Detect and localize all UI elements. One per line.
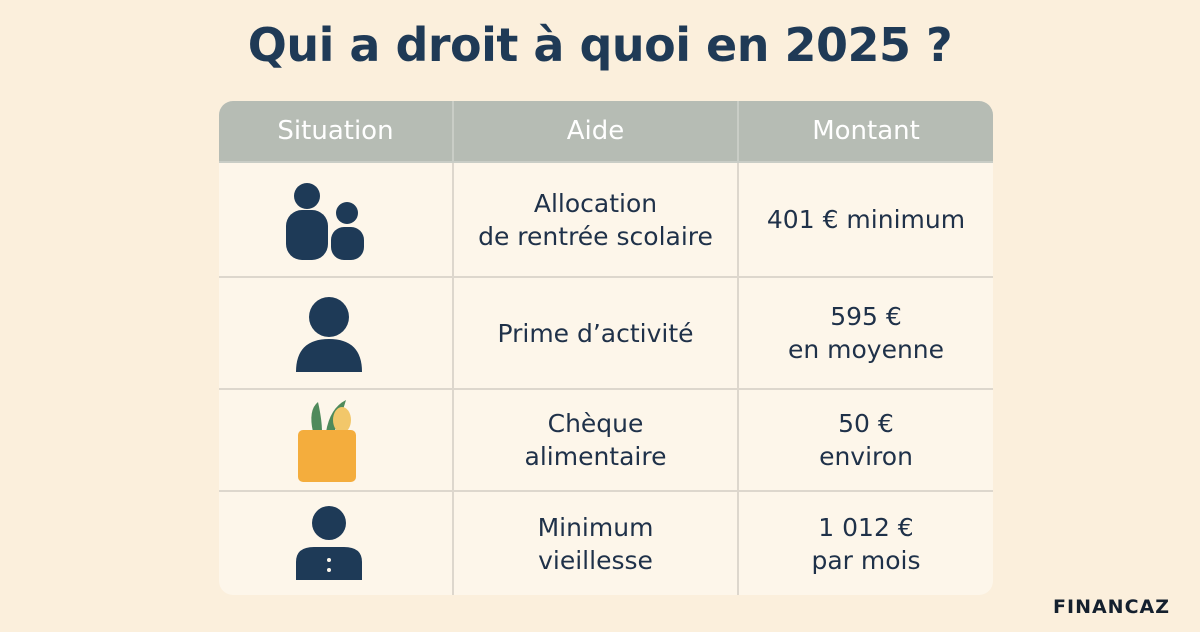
aide-text: Minimum: [537, 512, 654, 542]
aide-text: de rentrée scolaire: [478, 221, 713, 251]
grocery-icon: [298, 400, 356, 482]
montant-cell: 595 € en moyenne: [739, 278, 993, 390]
family-icon: [286, 183, 364, 260]
montant-text: 595 €: [830, 302, 902, 331]
aide-cell: Prime d’activité: [454, 278, 739, 390]
montant-text: 50 €: [838, 409, 894, 438]
header-cell: Montant: [739, 101, 993, 163]
icon-cell: [219, 278, 454, 390]
montant-text: environ: [819, 442, 913, 471]
montant-text: par mois: [811, 545, 921, 575]
aide-text: alimentaire: [524, 442, 667, 471]
montant-cell: 401 € minimum: [739, 163, 993, 278]
aide-text: Prime d’activité: [497, 318, 694, 348]
montant-text: 401 € minimum: [766, 205, 966, 234]
person-icon: [296, 297, 362, 372]
montant-cell: 1 012 € par mois: [739, 492, 993, 595]
aide-cell: Chèque alimentaire: [454, 390, 739, 492]
montant-text: en moyenne: [787, 335, 945, 364]
icon-cell: [219, 163, 454, 278]
montant-text: 1 012 €: [818, 512, 914, 542]
header-cell: Aide: [454, 101, 739, 163]
aide-text: Chèque: [547, 409, 644, 438]
elderly-icon: [296, 506, 362, 580]
montant-cell: 50 € environ: [739, 390, 993, 492]
aide-text: Allocation: [533, 188, 658, 218]
table: Situation Aide Montant Allocation de ren…: [219, 101, 993, 595]
header-cell: Situation: [219, 101, 454, 163]
title: Qui a droit à quoi en 2025 ?: [247, 18, 953, 72]
icon-cell: [219, 492, 454, 595]
aide-text: vieillesse: [538, 545, 653, 575]
brand-logo: FINANCAZ: [1053, 596, 1170, 618]
aide-cell: Allocation de rentrée scolaire: [454, 163, 739, 278]
icon-cell: [219, 390, 454, 492]
aide-cell: Minimum vieillesse: [454, 492, 739, 595]
